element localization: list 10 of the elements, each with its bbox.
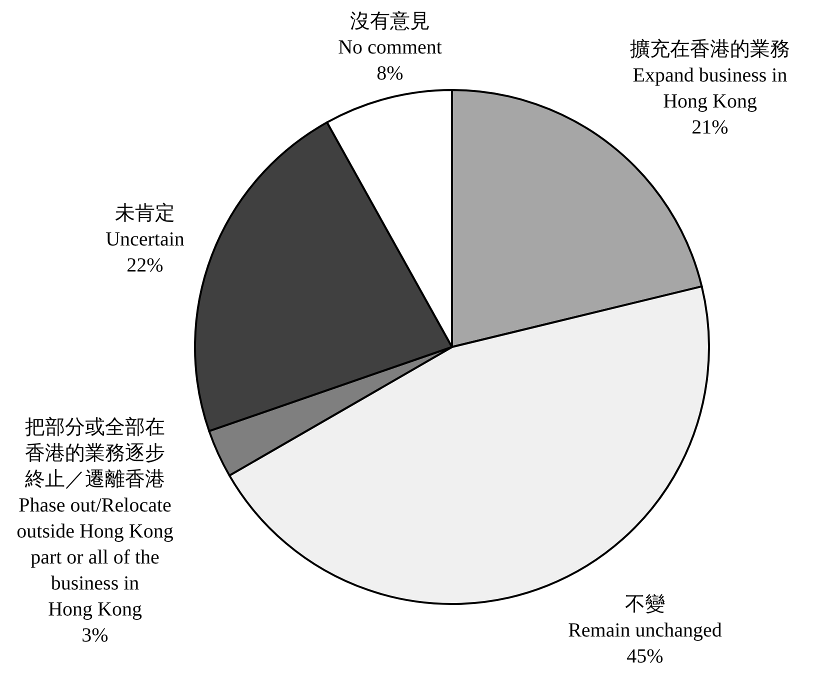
data-label: 8% [376,62,404,84]
data-label: 22% [126,254,164,276]
data-label: 21% [692,116,728,138]
data-label: 3% [82,624,108,646]
slice-label: 未肯定 Uncertain [106,202,184,250]
slice-label: 把部分或全部在香港的業務逐步終止／遷離香港 Phase out/Relocate outside Hong Kong part or all of the business in Hong Kong [16,416,174,620]
slice-label: 擴充在香港的業務 Expand business in Hong Kong [630,38,790,112]
slice-label: 不變 Remain unchanged [568,593,722,642]
slice-label: 沒有意見 No comment [338,10,442,58]
data-label: 45% [626,645,664,668]
